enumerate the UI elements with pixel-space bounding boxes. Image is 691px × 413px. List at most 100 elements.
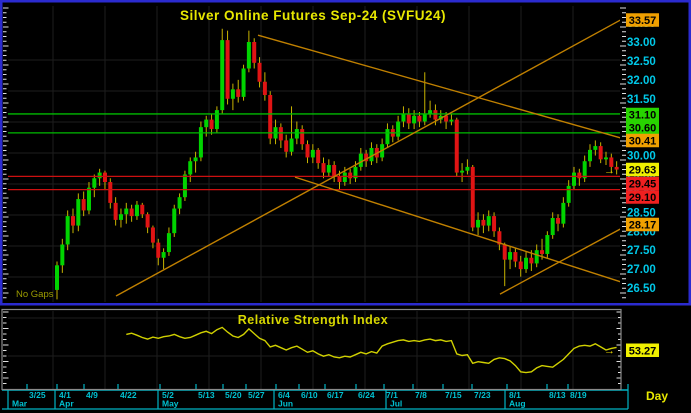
trend-line[interactable] [257,34,628,140]
candle-up [294,129,299,139]
candle-up [449,119,454,122]
month-label: Jul [390,399,402,409]
candle-down [262,81,267,95]
price-badge[interactable] [626,13,659,27]
candle-up [214,110,219,130]
candle-up [572,172,577,186]
panel-frames [0,0,691,391]
price-badge[interactable] [626,217,659,232]
candle-up [310,149,315,158]
date-tick-label: 4/1 [59,390,71,400]
chart-title: Silver Online Futures Sep-24 (SVFU24) [180,8,446,23]
candle-up [289,138,294,152]
candle-up [182,174,187,198]
trend-line[interactable] [499,225,628,295]
candle-up [92,178,97,188]
candle-up [326,165,331,173]
date-tick-label: 7/23 [474,390,491,400]
trend-line[interactable] [294,176,628,284]
price-badge-label: 31.10 [629,110,657,122]
candle-up [124,208,129,215]
no-gaps-label: No Gaps [16,289,54,300]
price-badge[interactable] [626,190,659,204]
trend-line[interactable] [115,16,628,297]
drawn-lines[interactable] [8,16,628,297]
candle-down [268,94,273,139]
month-label: Apr [59,399,74,409]
candle-down [337,176,342,183]
candle-up [460,170,465,173]
price-badge[interactable] [626,120,659,135]
candle-down [145,214,150,228]
price-badge-label: 29.45 [629,179,657,191]
rsi-value-badge[interactable] [626,343,659,358]
date-axis: 3/25 4/1 4/9 4/22 5/2 5/13 5/20 5/27 6/4 6/10 6/17… [2,384,629,410]
date-tick-label: 6/10 [301,390,318,400]
date-tick-label: 7/15 [445,390,462,400]
candle-down [417,115,422,122]
price-badge[interactable] [626,162,659,177]
date-tick-label: 8/1 [509,390,521,400]
candle-up [412,115,417,124]
tick-rulers [3,7,626,384]
candle-down [598,146,603,160]
rsi-frame-gray [1,308,622,391]
candle-down [332,165,337,177]
date-tick-label: 5/20 [225,390,242,400]
candle-up [198,127,203,158]
date-tick-label: 5/2 [162,390,174,400]
candle-up [60,244,65,266]
candle-down [444,115,449,122]
candle-down [433,110,438,120]
candle-down [481,219,486,226]
y-axis-label: 26.50 [627,283,656,295]
candle-down [513,252,518,262]
period-label[interactable]: Day [646,389,668,403]
price-badge[interactable] [626,176,659,191]
candle-down [316,149,321,164]
date-tick-label: 5/27 [248,390,265,400]
rsi-arrow-icon: → [604,345,615,357]
price-badge[interactable] [626,107,659,122]
candle-down [209,119,214,130]
candle-down [502,244,507,260]
candle-down [364,153,369,162]
candle-up [486,216,491,226]
date-tick-label: 3/25 [29,390,46,400]
candle-down [348,172,353,179]
month-label: Jun [278,399,293,409]
candle-up [582,161,587,179]
y-axis-label: 27.00 [627,264,656,276]
date-tick-label: 6/4 [278,390,290,400]
candle-up [76,199,81,226]
candle-down [108,182,113,203]
candle-down [518,261,523,270]
candle-up [369,147,374,162]
candle-down [497,231,502,245]
grid-lines [8,6,620,389]
candle-up [188,161,193,175]
candle-up [342,172,347,183]
price-badge-label: 29.63 [629,165,657,177]
candle-up [385,129,390,145]
candle-down [278,127,283,141]
candle-down [225,40,230,99]
candlestick-series [55,28,619,300]
candle-down [305,144,310,158]
y-axis-label: 33.00 [627,37,656,49]
candle-up [534,250,539,264]
price-badge-label: 33.57 [629,15,657,27]
candle-up [465,166,470,171]
y-axis-label: 32.00 [627,75,656,87]
candle-down [577,172,582,179]
price-badge[interactable] [626,133,659,148]
candle-down [113,202,118,220]
price-badge-label: 30.41 [629,136,657,148]
candle-up [161,252,166,258]
price-badge-label: 29.10 [629,192,657,204]
candle-down [470,166,475,228]
candle-up [118,214,123,220]
